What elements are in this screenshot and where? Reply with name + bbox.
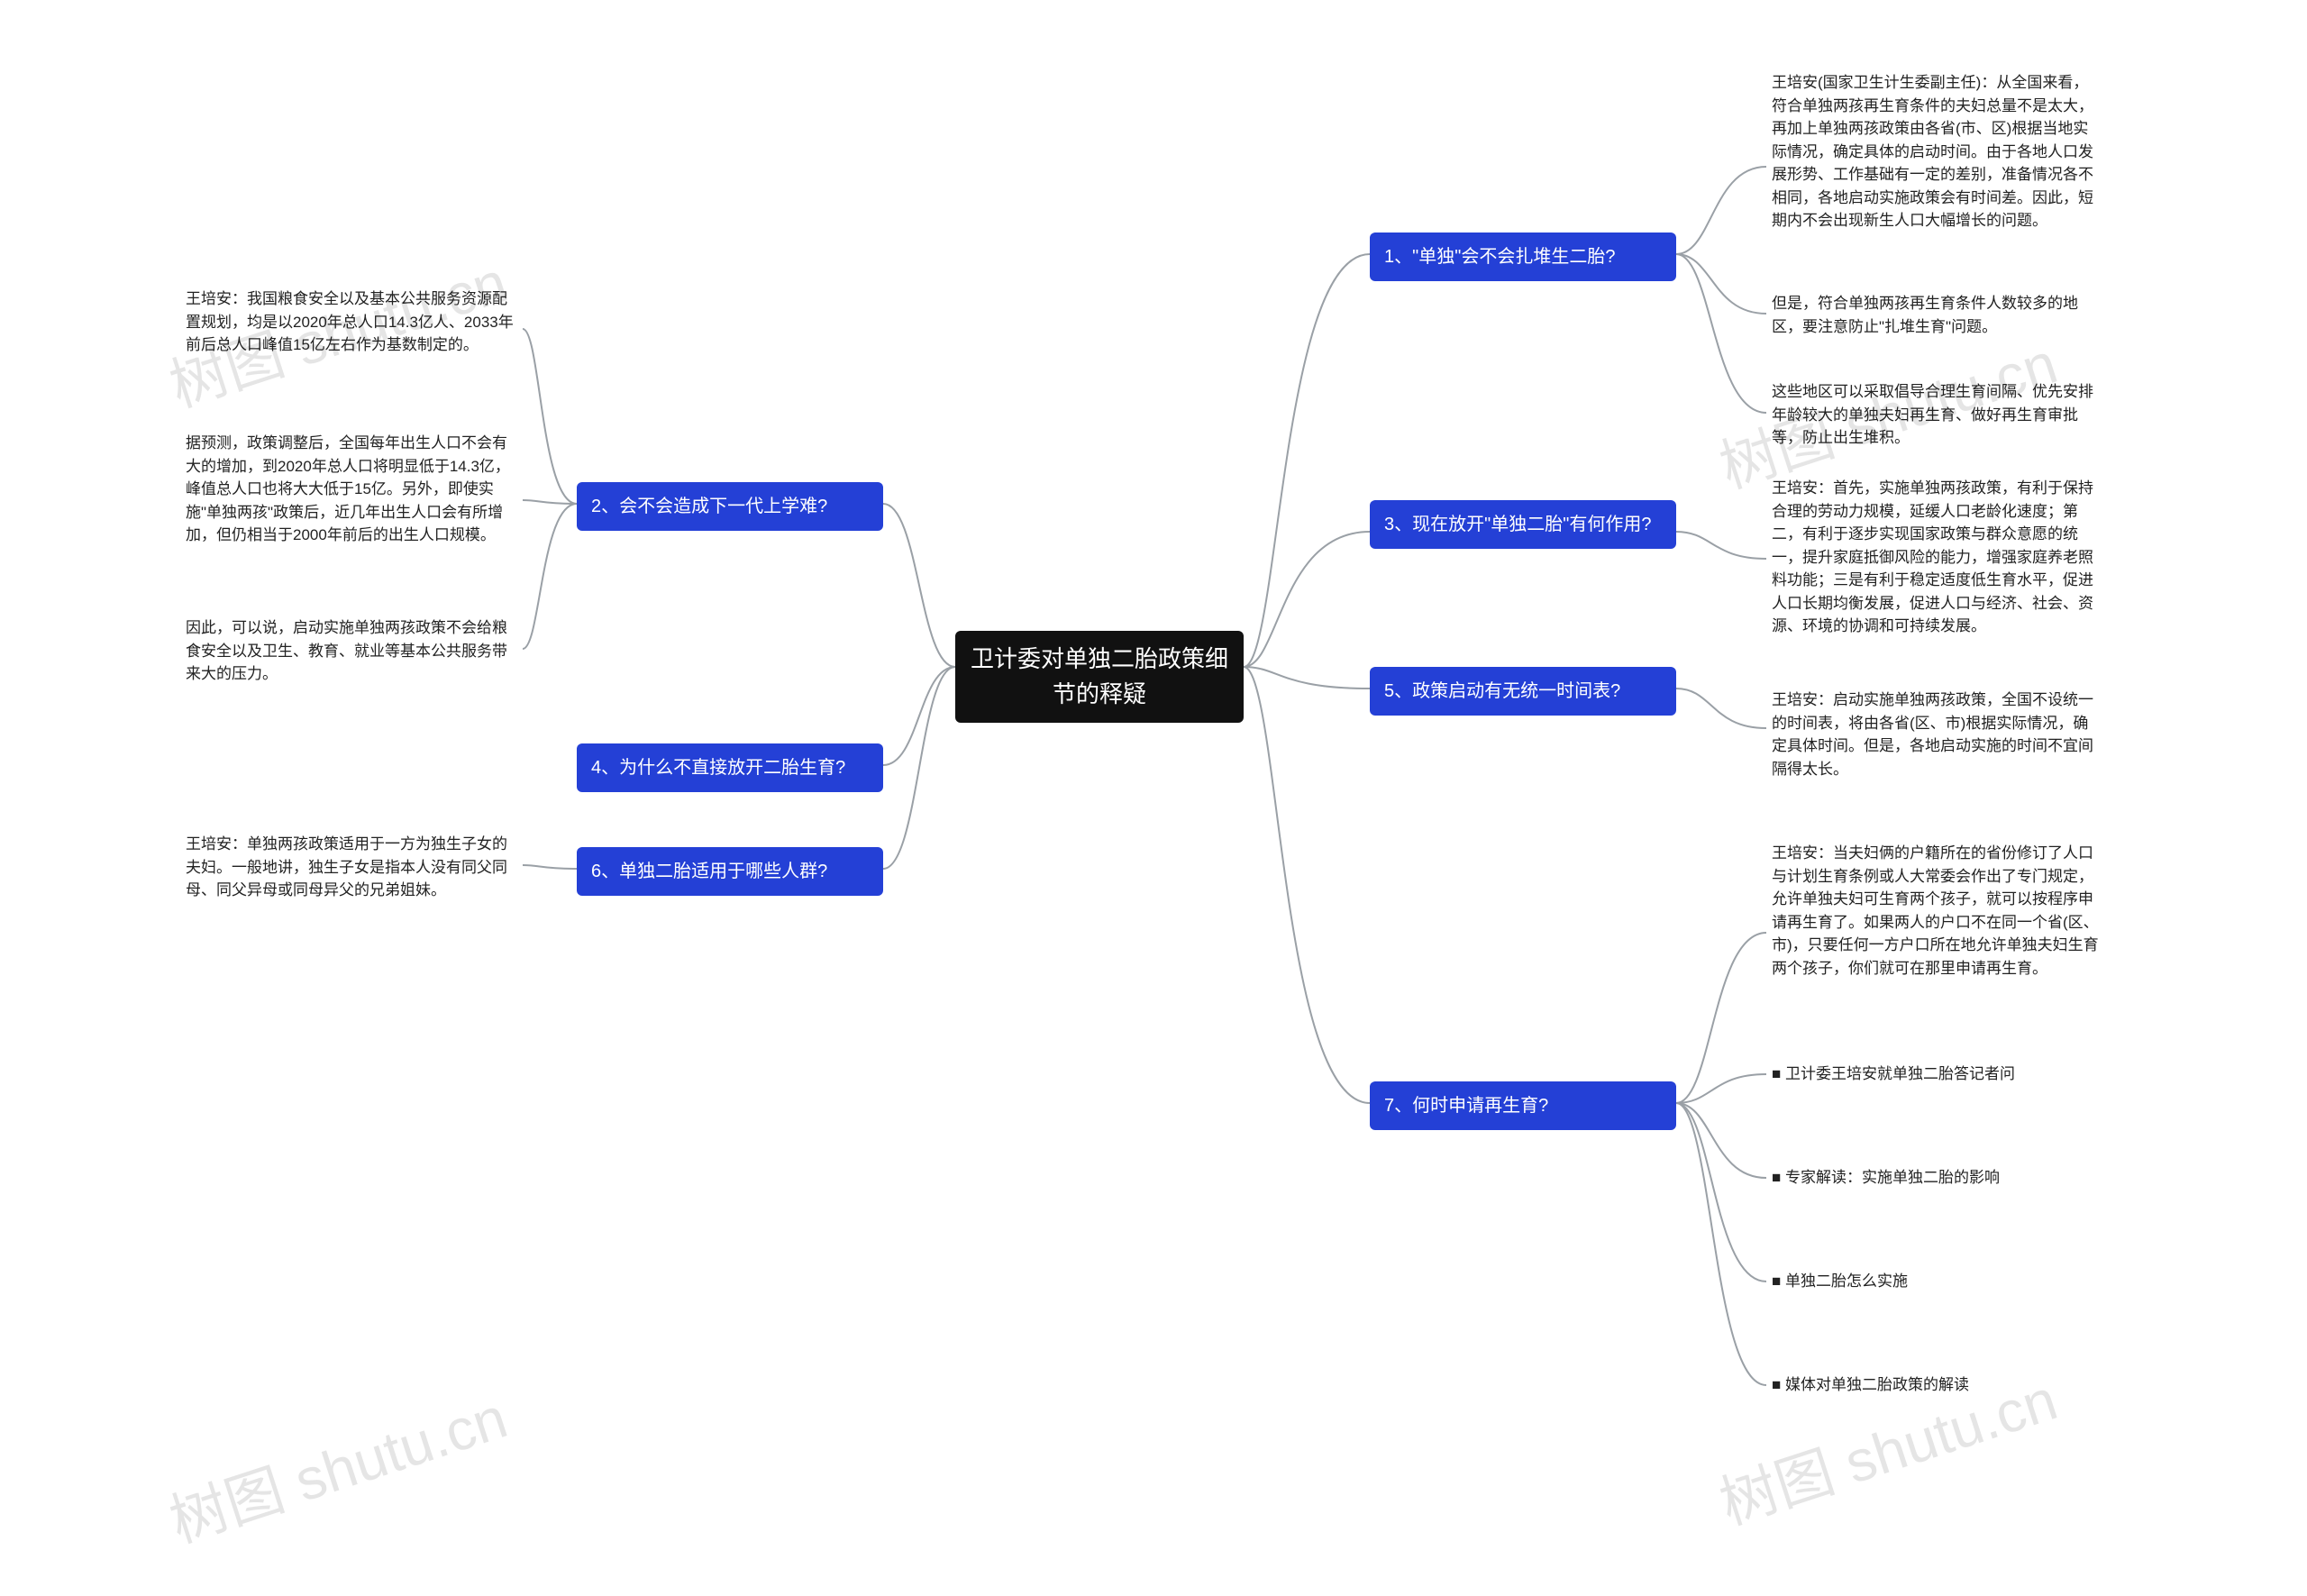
- leaf-q5-a: 王培安：启动实施单独两孩政策，全国不设统一的时间表，将由各省(区、市)根据实际情…: [1766, 685, 2109, 784]
- leaf-q2-a: 王培安：我国粮食安全以及基本公共服务资源配置规划，均是以2020年总人口14.3…: [180, 284, 523, 360]
- branch-q7[interactable]: 7、何时申请再生育?: [1370, 1081, 1676, 1130]
- leaf-q7-a: 王培安：当夫妇俩的户籍所在的省份修订了人口与计划生育条例或人大常委会作出了专门规…: [1766, 838, 2109, 983]
- leaf-q7-d: 单独二胎怎么实施: [1766, 1266, 2109, 1297]
- watermark: 树图 shutu.cn: [158, 1372, 515, 1558]
- leaf-q3-a: 王培安：首先，实施单独两孩政策，有利于保持合理的劳动力规模，延缓人口老龄化速度；…: [1766, 473, 2109, 642]
- leaf-q2-c: 因此，可以说，启动实施单独两孩政策不会给粮食安全以及卫生、教育、就业等基本公共服…: [180, 613, 523, 689]
- branch-q6[interactable]: 6、单独二胎适用于哪些人群?: [577, 847, 883, 896]
- leaf-q7-b: 卫计委王培安就单独二胎答记者问: [1766, 1059, 2109, 1090]
- branch-q2[interactable]: 2、会不会造成下一代上学难?: [577, 482, 883, 531]
- branch-q1[interactable]: 1、"单独"会不会扎堆生二胎?: [1370, 233, 1676, 281]
- leaf-q1-a: 王培安(国家卫生计生委副主任)：从全国来看，符合单独两孩再生育条件的夫妇总量不是…: [1766, 68, 2109, 236]
- leaf-q2-b: 据预测，政策调整后，全国每年出生人口不会有大的增加，到2020年总人口将明显低于…: [180, 428, 523, 551]
- connectors-layer: [0, 0, 2307, 1596]
- branch-q5[interactable]: 5、政策启动有无统一时间表?: [1370, 667, 1676, 716]
- leaf-q7-c: 专家解读：实施单独二胎的影响: [1766, 1163, 2109, 1193]
- branch-q4[interactable]: 4、为什么不直接放开二胎生育?: [577, 743, 883, 792]
- root-node[interactable]: 卫计委对单独二胎政策细节的释疑: [955, 631, 1244, 723]
- leaf-q1-b: 但是，符合单独两孩再生育条件人数较多的地区，要注意防止"扎堆生育"问题。: [1766, 288, 2109, 342]
- leaf-q1-c: 这些地区可以采取倡导合理生育间隔、优先安排年龄较大的单独夫妇再生育、做好再生育审…: [1766, 377, 2109, 453]
- leaf-q7-e: 媒体对单独二胎政策的解读: [1766, 1370, 2109, 1400]
- leaf-q6-a: 王培安：单独两孩政策适用于一方为独生子女的夫妇。一般地讲，独生子女是指本人没有同…: [180, 829, 523, 906]
- branch-q3[interactable]: 3、现在放开"单独二胎"有何作用?: [1370, 500, 1676, 549]
